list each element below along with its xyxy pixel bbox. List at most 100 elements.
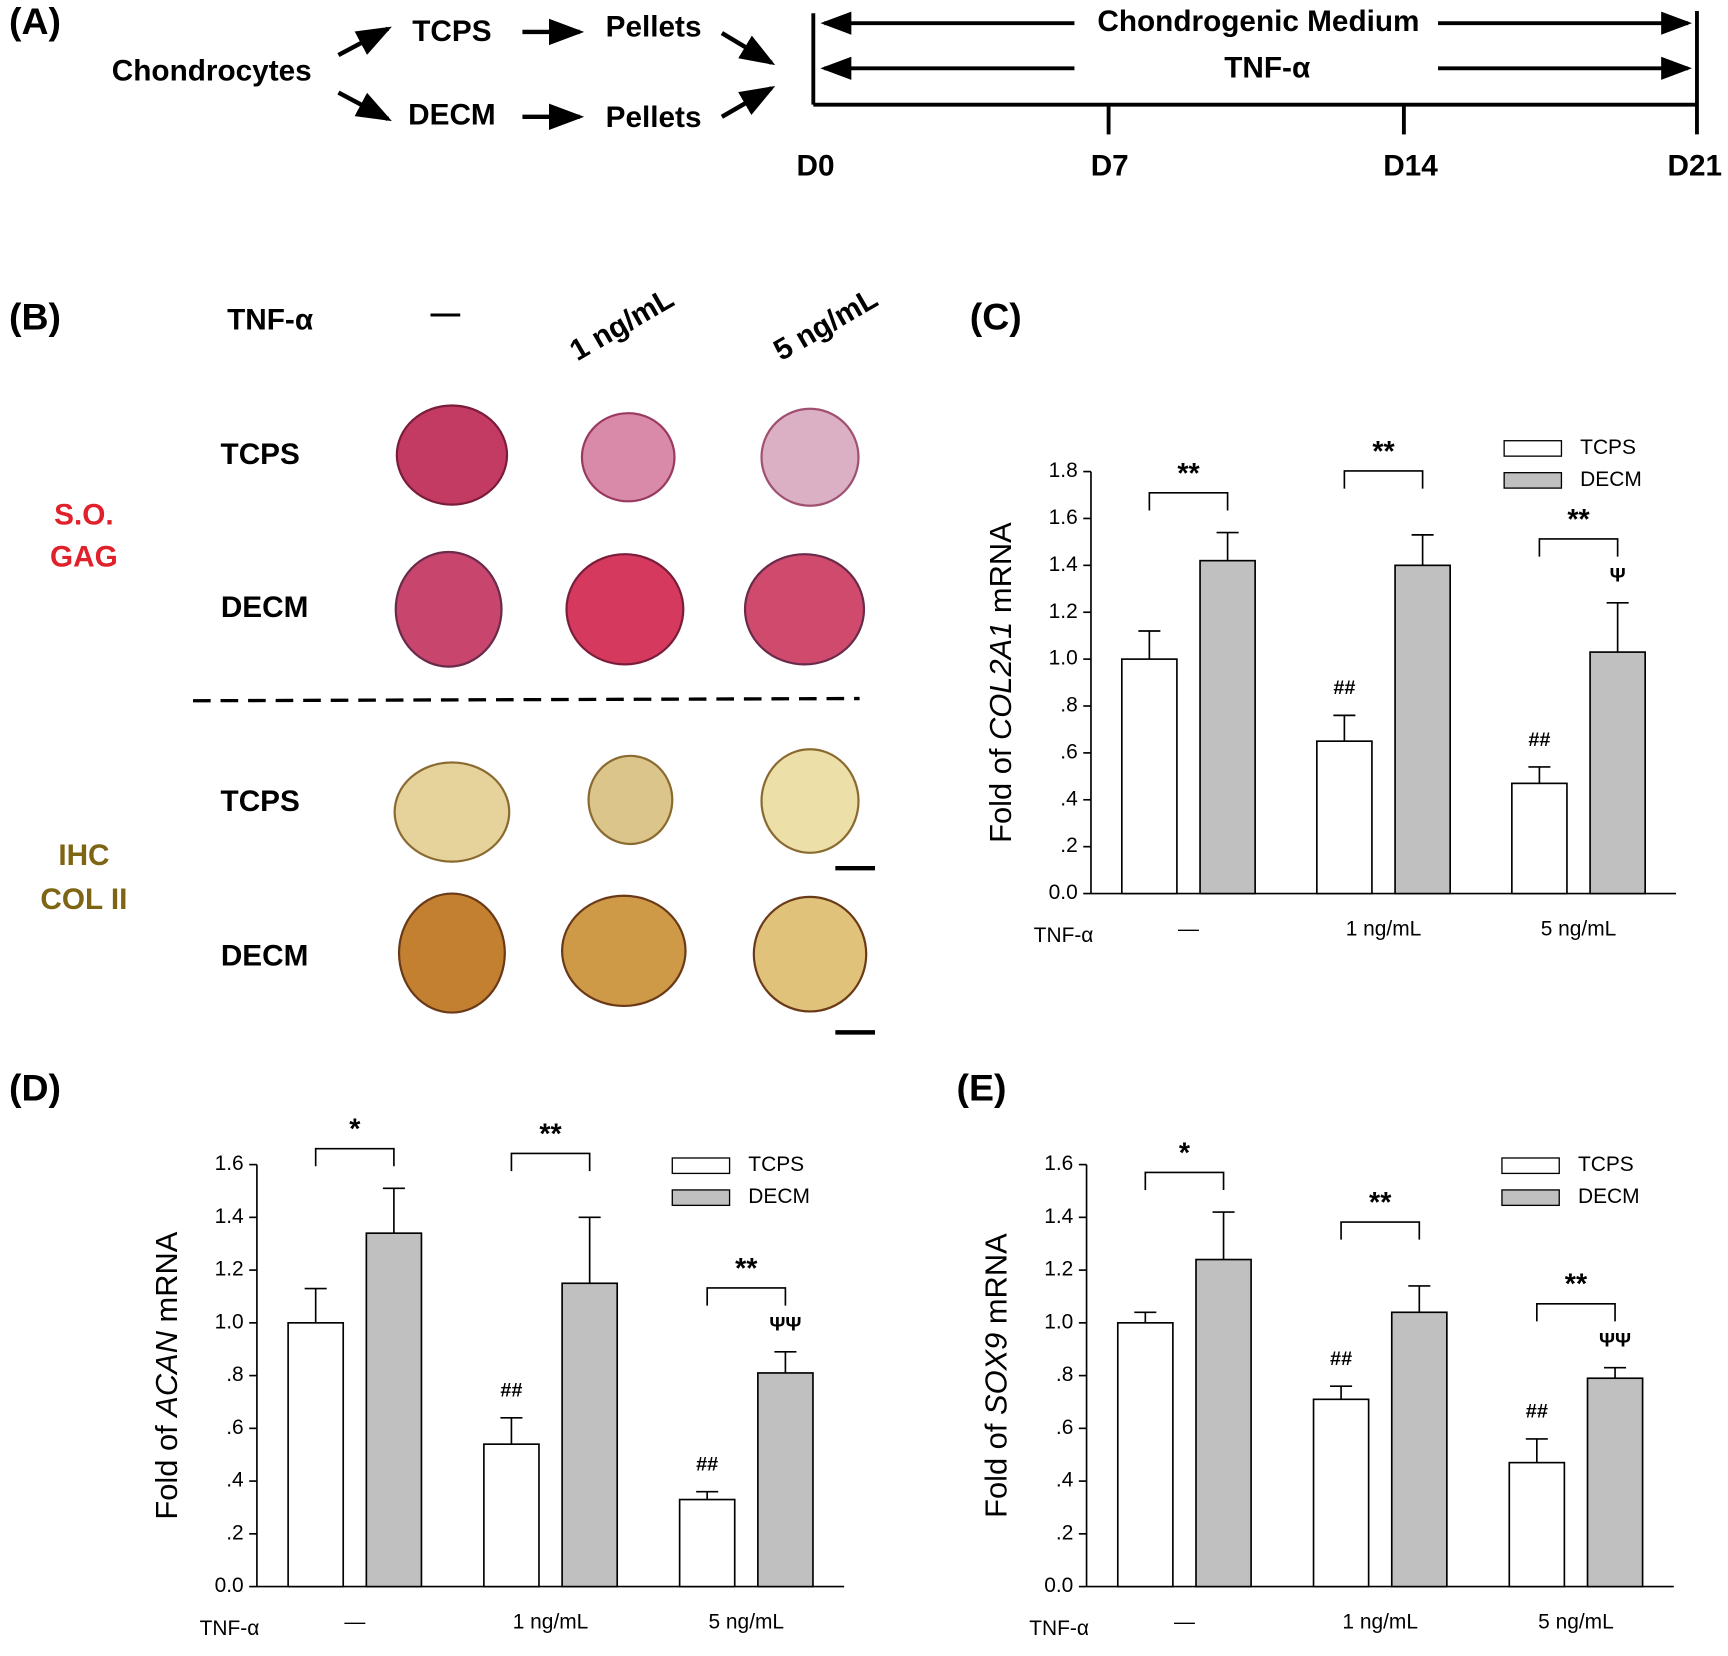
x-tick-label: 5 ng/mL [1538,1610,1614,1633]
error-bar [1604,1366,1627,1379]
error-bar [774,1351,797,1373]
bar [1390,1311,1448,1588]
x-tick-label: — [1178,917,1199,940]
significance-symbol: ## [1528,729,1550,751]
significance-symbol: ## [696,1453,718,1475]
node: TCPS [412,15,491,48]
error-bar [1138,630,1161,660]
dose-label: — [430,297,460,330]
timeline-label: TNF-α [1224,51,1310,84]
y-tick-label: 1.0 [1049,647,1078,670]
bar [1394,564,1451,895]
x-tick-label: 5 ng/mL [708,1610,784,1633]
significance-symbol: ΨΨ [769,1314,801,1336]
bar [483,1443,540,1588]
y-tick-label: 1.0 [215,1310,244,1333]
y-axis-label-part: Fold of [983,740,1018,843]
y-tick-label: .4 [226,1469,244,1492]
node: Pellets [606,11,702,44]
error-bar [696,1490,719,1500]
bar [678,1498,736,1588]
x-tick-label: 1 ng/mL [513,1610,589,1633]
significance-bracket [1538,538,1619,557]
bar [365,1232,423,1588]
stain-label: COL II [40,883,127,916]
legend-label: DECM [1580,468,1642,491]
y-tick-label: 1.2 [1044,1258,1073,1281]
error-bar [1216,531,1239,561]
stain-label: S.O. [54,499,113,532]
y-tick-label: .8 [226,1363,243,1386]
significance-symbol: ## [1330,1348,1352,1370]
panel-label: (C) [970,295,1022,337]
error-bar [1330,1385,1353,1400]
x-tick-label: 1 ng/mL [1342,1610,1418,1633]
y-tick-label: .2 [1060,834,1077,857]
pellet-images [193,404,876,1035]
error-bar [1528,766,1551,784]
significance-label: ** [1567,504,1590,536]
legend-label: DECM [748,1185,810,1208]
error-bar [1411,534,1434,566]
y-tick-label: .4 [1060,787,1078,810]
y-axis-label: Fold of COL2A1 mRNA [983,522,1018,843]
significance-label: ** [1369,1187,1392,1219]
significance-symbol: ΨΨ [1599,1329,1631,1351]
y-axis-label-part: mRNA [979,1233,1014,1333]
significance-label: * [1179,1137,1191,1169]
day-label: D21 [1667,149,1722,182]
y-tick-label: .6 [1060,740,1077,763]
y-tick-label: 1.2 [1049,600,1078,623]
node: Pellets [606,101,702,134]
y-tick-label: 0.0 [1049,881,1078,904]
significance-bracket [1144,1171,1225,1191]
significance-label: ** [1372,436,1395,468]
y-tick-label: 1.6 [215,1152,244,1175]
y-tick-label: 1.4 [215,1205,244,1228]
row-label: TCPS [221,785,300,818]
bar [1312,1398,1370,1588]
bar [1511,782,1568,895]
legend-label: DECM [1578,1185,1640,1208]
bar [1586,1377,1644,1588]
bar [1120,658,1178,895]
x-tick-label: 5 ng/mL [1541,917,1617,940]
panel-label: (E) [957,1067,1007,1109]
x-axis-label: TNF-α [1029,1617,1089,1640]
significance-symbol: ## [1526,1401,1548,1423]
x-tick-label: — [1174,1610,1195,1633]
legend-label: TCPS [1580,436,1636,459]
stain-label: IHC [58,839,109,872]
row-label: TCPS [221,438,300,471]
legend-swatch [1501,1157,1560,1175]
bar [1316,740,1373,895]
bar [1195,1258,1252,1588]
row-label: DECM [221,939,309,972]
bar [1508,1461,1566,1588]
y-axis-label-part: Fold of [149,1417,184,1520]
bar [1116,1322,1174,1588]
y-tick-label: 0.0 [1044,1574,1073,1597]
legend-swatch [1501,1189,1560,1207]
y-tick-label: .6 [226,1416,243,1439]
y-axis-label-part: Fold of [979,1415,1014,1518]
y-axis-label-part: mRNA [149,1231,184,1331]
significance-label: ** [735,1253,758,1285]
dose-label: 5 ng/mL [768,282,883,368]
panel-label: (B) [9,295,61,337]
y-tick-label: 1.0 [1044,1310,1073,1333]
significance-label: ** [1177,458,1200,490]
significance-label: ** [1565,1269,1588,1301]
bar [1199,559,1256,895]
bar [1589,651,1646,895]
significance-bracket [1148,492,1229,511]
significance-bracket [1536,1302,1616,1322]
error-bar [578,1216,601,1284]
y-tick-label: .2 [1056,1521,1073,1544]
error-bar [304,1287,327,1323]
y-tick-label: 1.6 [1044,1152,1073,1175]
panel-label: (D) [9,1067,61,1109]
x-axis-label: TNF-α [1034,924,1094,947]
y-axis-label-part: SOX9 [979,1333,1014,1415]
significance-bracket [314,1147,395,1167]
